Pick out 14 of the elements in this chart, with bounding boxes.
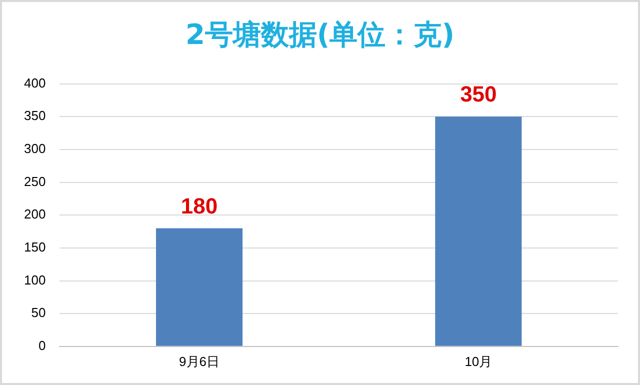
y-tick-label: 300 bbox=[24, 141, 46, 156]
y-tick-label: 250 bbox=[24, 174, 46, 189]
data-label: 180 bbox=[180, 193, 218, 218]
y-tick-label: 350 bbox=[24, 108, 46, 124]
x-tick-label: 10月 bbox=[464, 354, 492, 369]
data-label: 350 bbox=[460, 82, 497, 107]
y-tick-label: 150 bbox=[24, 240, 46, 255]
y-tick-label: 400 bbox=[24, 75, 46, 90]
chart-title: 2号塘数据(单位：克) bbox=[184, 17, 456, 53]
y-tick-label: 200 bbox=[24, 206, 46, 222]
x-tick-label: 9月6日 bbox=[179, 354, 220, 369]
y-tick-label: 100 bbox=[24, 272, 46, 288]
y-tick-label: 50 bbox=[31, 305, 46, 320]
y-tick-label: 0 bbox=[38, 338, 46, 353]
